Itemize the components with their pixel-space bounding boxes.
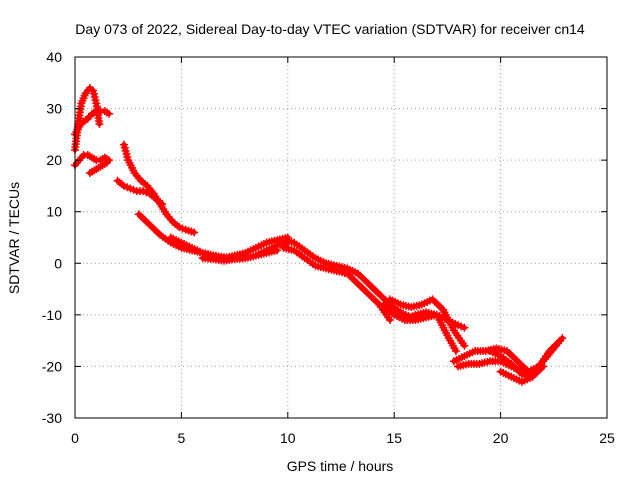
axis-ticks — [74, 56, 608, 419]
x-tick-label: 0 — [71, 430, 79, 446]
y-tick-label: -30 — [42, 410, 62, 426]
series-band — [281, 245, 393, 323]
data-point-marker — [385, 316, 394, 325]
y-tick-label: 10 — [46, 204, 62, 220]
x-tick-labels: 0 5 10 15 20 25 — [71, 430, 615, 446]
y-tick-label: -10 — [42, 307, 62, 323]
data-point-marker — [451, 346, 460, 355]
series-arc14 — [400, 308, 460, 355]
series-arc6 — [113, 176, 167, 208]
series-arc18 — [496, 362, 548, 386]
series-arc17 — [485, 334, 567, 381]
grid — [75, 57, 607, 418]
x-tick-label: 5 — [178, 430, 186, 446]
data-point-marker — [95, 120, 104, 129]
data-point-marker — [558, 334, 567, 343]
x-tick-label: 25 — [599, 430, 615, 446]
data-point-marker — [460, 323, 469, 332]
data-point-marker — [460, 341, 469, 350]
data-point-marker — [158, 199, 167, 208]
y-tick-label: 30 — [46, 101, 62, 117]
series-arc10 — [279, 236, 416, 322]
y-tick-label: 20 — [46, 152, 62, 168]
y-tick-label: 40 — [46, 49, 62, 65]
y-tick-label: -20 — [42, 358, 62, 374]
y-axis-label: SDTVAR / TECUs — [6, 182, 22, 294]
data-point-marker — [190, 228, 199, 237]
x-axis-label: GPS time / hours — [287, 458, 394, 474]
series-arc2 — [71, 107, 114, 139]
series-arc4 — [85, 158, 111, 178]
data-point-marker — [105, 109, 114, 118]
x-tick-label: 15 — [386, 430, 402, 446]
data-point-marker — [539, 362, 548, 371]
y-tick-label: 0 — [54, 255, 62, 271]
series-arc11 — [279, 243, 394, 325]
data-point-marker — [102, 158, 111, 167]
data-series — [71, 83, 567, 386]
plot-frame — [74, 56, 608, 419]
x-tick-label: 20 — [493, 430, 509, 446]
chart-title: Day 073 of 2022, Sidereal Day-to-day VTE… — [75, 21, 585, 37]
y-tick-labels: -30 -20 -10 0 10 20 30 40 — [42, 49, 62, 426]
x-tick-label: 10 — [280, 430, 296, 446]
